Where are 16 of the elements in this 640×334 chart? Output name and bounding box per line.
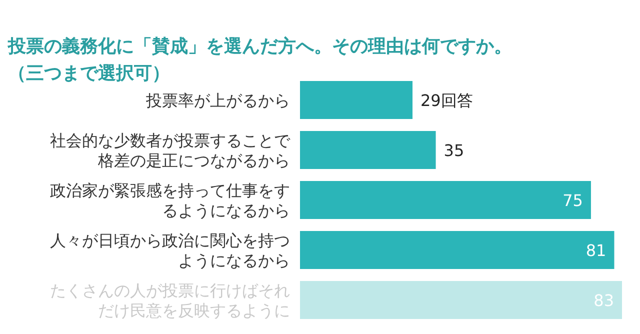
y-tick-label: 投票率が上がるから: [145, 91, 290, 110]
data-label: 35: [444, 141, 464, 160]
y-tick-label: 社会的な少数者が投票することで格差の是正につながるから: [50, 131, 291, 170]
bar: [300, 231, 614, 269]
bar: [300, 281, 622, 319]
bar: [300, 131, 436, 169]
text: （三つまで選択可）: [8, 63, 170, 84]
data-label: 81: [586, 241, 606, 260]
chart-title: 投票の義務化に「賛成」を選んだ方へ。その理由は何ですか。: [7, 36, 512, 57]
data-label: 75: [562, 191, 583, 210]
y-tick-label: 政治家が緊張感を持って仕事をするようになるから: [50, 181, 290, 220]
y-tick-label: 人々が日頃から政治に関心を持つようになるから: [50, 231, 290, 270]
bar: [300, 181, 591, 219]
bar: [300, 81, 413, 119]
data-label: 29回答: [420, 91, 473, 110]
data-label: 83: [594, 291, 614, 310]
